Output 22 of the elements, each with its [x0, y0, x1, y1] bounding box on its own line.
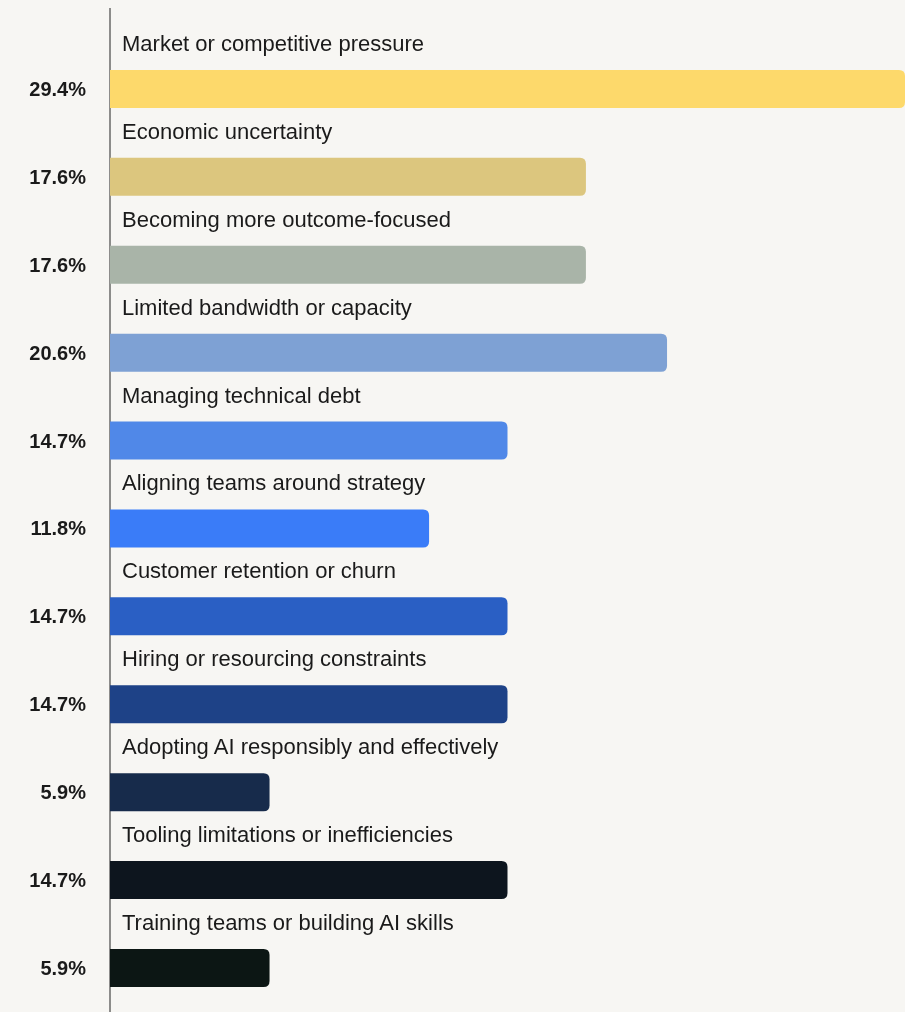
data-label: 14.7% [29, 693, 87, 716]
y-tick-label: Managing technical debt [122, 382, 361, 408]
data-label: 20.6% [29, 341, 87, 364]
data-label: 14.7% [29, 429, 87, 452]
data-label: 29.4% [29, 77, 87, 100]
data-label: 11.8% [30, 517, 87, 540]
y-tick-label: Customer retention or churn [122, 558, 396, 584]
data-label: 17.6% [29, 165, 87, 188]
y-tick-label: Economic uncertainty [122, 118, 333, 144]
data-label: 5.9% [40, 781, 87, 804]
data-label: 5.9% [40, 957, 87, 979]
data-label: 17.6% [29, 253, 87, 276]
data-label: 14.7% [29, 869, 87, 892]
y-tick-label: Limited bandwidth or capacity [122, 294, 412, 320]
y-tick-label: Hiring or resourcing constraints [122, 646, 427, 672]
y-tick-label: Training teams or building AI skills [122, 910, 454, 935]
y-tick-label: Tooling limitations or inefficiencies [122, 822, 453, 848]
y-tick-label: Market or competitive pressure [122, 30, 424, 56]
y-tick-label: Aligning teams around strategy [122, 470, 426, 496]
y-tick-label: Becoming more outcome-focused [122, 206, 451, 232]
y-tick-label: Adopting AI responsibly and effectively [122, 734, 499, 760]
data-label: 14.7% [29, 605, 87, 628]
